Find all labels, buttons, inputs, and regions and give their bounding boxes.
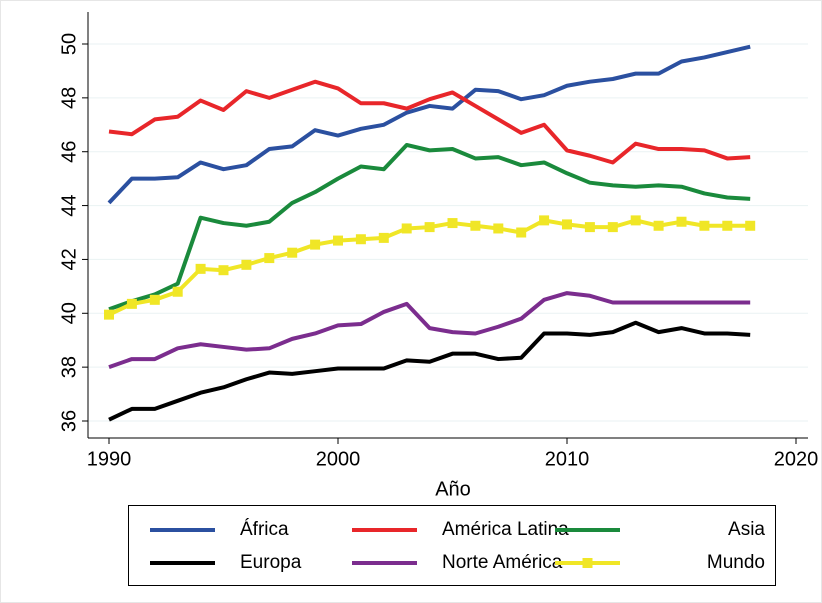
series-marker <box>401 223 412 234</box>
series-marker <box>722 220 733 231</box>
series-line <box>108 291 751 370</box>
series-marker <box>355 234 366 245</box>
legend-label: Europa <box>240 552 302 573</box>
series-marker <box>539 215 550 226</box>
x-axis-label: Año <box>435 478 471 500</box>
series-marker <box>584 222 595 233</box>
series-marker <box>447 218 458 229</box>
series-marker <box>676 216 687 227</box>
series-marker <box>699 220 710 231</box>
series-marker <box>149 294 160 305</box>
series-marker <box>126 298 137 309</box>
series-marker <box>310 239 321 250</box>
series-marker <box>218 265 229 276</box>
series-marker <box>562 219 572 230</box>
y-tick-label: 46 <box>58 141 80 163</box>
series-marker <box>333 235 343 246</box>
series-line <box>108 79 751 165</box>
series-marker <box>264 253 275 264</box>
series-marker <box>241 259 252 270</box>
legend-label: Mundo <box>707 552 765 573</box>
series-line <box>108 320 751 422</box>
y-tick-label: 42 <box>58 248 80 270</box>
legend-label: África <box>240 519 289 540</box>
series-line <box>107 44 751 205</box>
series-marker <box>745 220 756 231</box>
x-tick-label: 2020 <box>774 448 819 470</box>
legend-label: Asia <box>728 519 765 540</box>
series-line <box>108 142 751 312</box>
series-marker <box>493 223 504 234</box>
series-marker <box>378 232 389 243</box>
x-tick-label: 1990 <box>87 448 132 470</box>
y-tick-label: 50 <box>58 33 80 55</box>
legend-box <box>128 505 776 586</box>
legend-label: América Latina <box>442 519 569 540</box>
x-tick-label: 2000 <box>316 448 361 470</box>
series-marker <box>630 215 641 226</box>
series-marker <box>104 309 114 320</box>
y-tick-label: 48 <box>58 87 80 109</box>
y-tick-label: 40 <box>58 302 80 324</box>
series-marker <box>653 220 664 231</box>
y-tick-label: 36 <box>58 410 80 432</box>
series-marker <box>195 263 206 274</box>
series-marker <box>516 227 527 238</box>
series-marker <box>607 222 618 233</box>
y-tick-label: 38 <box>58 356 80 378</box>
series-marker <box>424 222 435 233</box>
series-marker <box>470 220 481 231</box>
series-marker <box>172 286 183 297</box>
series-marker <box>287 247 298 258</box>
legend-label: Norte América <box>442 552 563 573</box>
x-tick-label: 2010 <box>545 448 590 470</box>
legend-marker <box>582 558 593 568</box>
y-tick-label: 44 <box>58 194 80 216</box>
